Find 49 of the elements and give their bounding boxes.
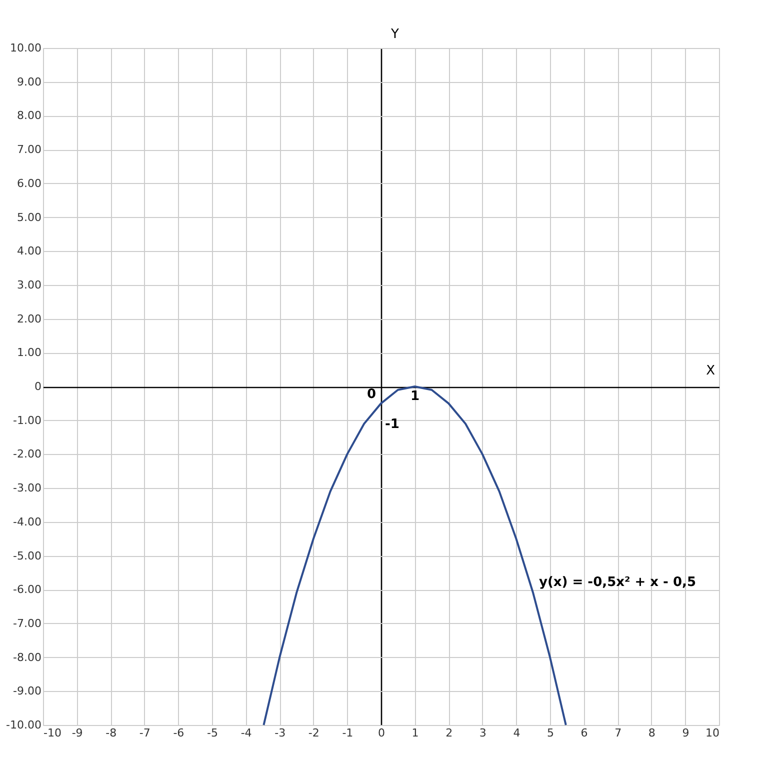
y-tick-label: 10.00 bbox=[10, 42, 42, 54]
y-tick-label: 9.00 bbox=[17, 75, 42, 88]
y-axis-title: Y bbox=[390, 27, 399, 42]
y-tick-label: 0 bbox=[34, 380, 42, 393]
y-tick-label: -5.00 bbox=[13, 549, 42, 562]
y-tick-label: -8.00 bbox=[13, 650, 42, 664]
x-tick-label: -10 bbox=[44, 726, 62, 740]
line-series bbox=[262, 386, 567, 726]
y-tick-label: -6.00 bbox=[13, 583, 42, 596]
y-tick-label: 7.00 bbox=[17, 143, 42, 156]
annotation: 1 bbox=[410, 389, 420, 404]
x-tick-label: 4 bbox=[513, 726, 520, 740]
y-tick-label: 1.00 bbox=[17, 346, 42, 360]
x-tick-label: 10 bbox=[706, 726, 720, 740]
x-tick-label: -9 bbox=[72, 726, 83, 740]
annotation: y(x) = -0,5x² + x - 0,5 bbox=[539, 575, 696, 590]
x-tick-label: -5 bbox=[207, 726, 218, 740]
y-tick-label: 4.00 bbox=[17, 244, 42, 258]
x-tick-label: -1 bbox=[342, 726, 354, 740]
x-tick-label: -7 bbox=[139, 726, 150, 740]
x-tick-label: -8 bbox=[106, 726, 117, 740]
y-tick-label: -9.00 bbox=[13, 684, 42, 698]
annotation: -1 bbox=[385, 417, 400, 432]
x-tick-label: -2 bbox=[308, 726, 320, 740]
x-tick-label: 8 bbox=[648, 726, 656, 740]
y-tick-label: -7.00 bbox=[13, 616, 42, 630]
x-tick-label: 9 bbox=[682, 726, 690, 740]
y-tick-label: 5.00 bbox=[17, 210, 42, 224]
annotation: 0 bbox=[366, 387, 376, 402]
y-tick-label: 8.00 bbox=[17, 109, 42, 122]
x-tick-label: 0 bbox=[378, 726, 385, 740]
x-tick-label: -6 bbox=[173, 726, 184, 740]
y-tick-label: 3.00 bbox=[17, 278, 42, 292]
x-tick-label: 6 bbox=[580, 726, 588, 740]
x-axis-title: X bbox=[706, 364, 716, 378]
y-tick-label: -3.00 bbox=[13, 482, 42, 495]
y-tick-label: -2.00 bbox=[13, 448, 42, 461]
x-tick-label: -3 bbox=[274, 726, 286, 740]
x-tick-label: 7 bbox=[614, 726, 622, 740]
x-tick-label: 3 bbox=[479, 726, 486, 740]
x-tick-label: -4 bbox=[240, 726, 252, 740]
x-tick-label: 2 bbox=[446, 726, 453, 740]
y-tick-label: -10.00 bbox=[6, 718, 42, 732]
y-tick-label: -1.00 bbox=[13, 414, 42, 427]
x-tick-label: 1 bbox=[412, 726, 419, 740]
x-tick-label: 5 bbox=[547, 726, 554, 740]
y-tick-label: 2.00 bbox=[17, 312, 42, 326]
y-tick-label: 6.00 bbox=[17, 176, 42, 190]
y-tick-label: -4.00 bbox=[13, 515, 42, 528]
